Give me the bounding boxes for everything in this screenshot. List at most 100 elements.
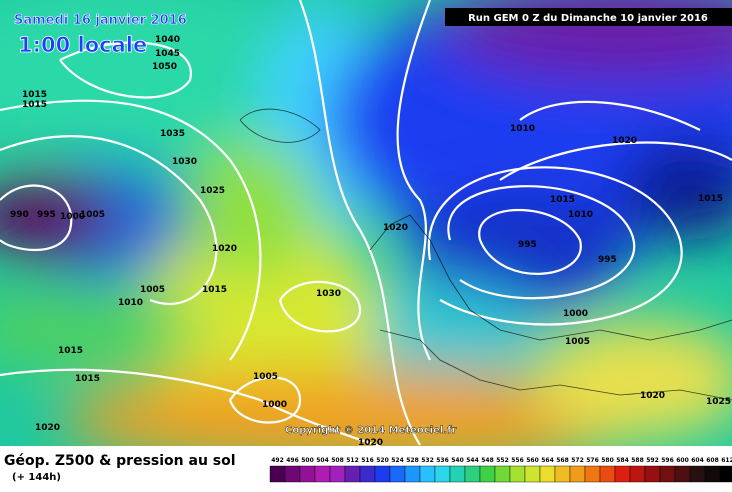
isobar-label: 1000 xyxy=(60,212,85,222)
legend-swatch xyxy=(299,465,316,483)
legend-tick-label: 528 xyxy=(406,457,419,464)
run-label: Run GEM 0 Z du Dimanche 10 janvier 2016 xyxy=(468,13,708,24)
legend-tick-label: 588 xyxy=(631,457,644,464)
legend-tick-label: 608 xyxy=(706,457,719,464)
run-banner xyxy=(445,8,732,26)
legend-tick-label: 512 xyxy=(346,457,359,464)
legend-tick-label: 580 xyxy=(601,457,614,464)
legend-tick-label: 576 xyxy=(586,457,599,464)
legend-tick-label: 524 xyxy=(391,457,404,464)
legend-swatch xyxy=(419,465,436,483)
legend-tick-label: 564 xyxy=(541,457,554,464)
legend-swatch xyxy=(584,465,601,483)
legend: 492 496 500 504 508 512 516 520 524 528 532 536 540 5… xyxy=(269,457,732,483)
legend-swatch xyxy=(644,465,661,483)
isobar-label: 1035 xyxy=(160,129,185,139)
legend-tick-label: 504 xyxy=(316,457,329,464)
isobar-label: 1005 xyxy=(253,372,278,382)
legend-swatch xyxy=(689,465,706,483)
legend-tick-label: 516 xyxy=(361,457,374,464)
isobar-label: 1020 xyxy=(383,223,408,233)
isobar-label: 1005 xyxy=(80,210,105,220)
isobar-label: 1020 xyxy=(358,438,383,448)
legend-tick-label: 556 xyxy=(511,457,524,464)
legend-swatch xyxy=(539,465,556,483)
isobar-label: 1045 xyxy=(155,49,180,59)
legend-swatch xyxy=(509,465,526,483)
isobar-label: 1000 xyxy=(262,400,287,410)
legend-swatch xyxy=(359,465,376,483)
legend-swatch xyxy=(329,465,346,483)
legend-tick-label: 572 xyxy=(571,457,584,464)
isobar-label: 1015 xyxy=(202,285,227,295)
legend-tick-label: 520 xyxy=(376,457,389,464)
map-field xyxy=(0,0,732,446)
footer-title: Géop. Z500 & pression au sol xyxy=(4,453,236,469)
isobar-label: 1005 xyxy=(565,337,590,347)
legend-swatch xyxy=(599,465,616,483)
isobar-label: 1015 xyxy=(22,90,47,100)
legend-tick-label: 540 xyxy=(451,457,464,464)
legend-swatch xyxy=(479,465,496,483)
isobar-label: 1025 xyxy=(706,397,731,407)
copyright: Copyright © 2014 Meteociel.fr xyxy=(285,425,456,436)
isobar-label: 1010 xyxy=(568,210,593,220)
isobar-label: 1015 xyxy=(550,195,575,205)
legend-tick-label: 612 xyxy=(721,457,732,464)
isobar-label: 995 xyxy=(37,210,56,220)
local-time: 1:00 locale xyxy=(18,33,147,57)
legend-tick-label: 492 xyxy=(271,457,284,464)
isobars xyxy=(0,0,732,446)
isobar-label: 990 xyxy=(10,210,29,220)
legend-tick-label: 548 xyxy=(481,457,494,464)
legend-swatch xyxy=(284,465,301,483)
legend-swatch xyxy=(344,465,361,483)
legend-tick-label: 496 xyxy=(286,457,299,464)
coastlines xyxy=(239,108,732,401)
isobar-label: 1010 xyxy=(510,124,535,134)
isobar-label: 1050 xyxy=(152,62,177,72)
isobar-label: 1020 xyxy=(640,391,665,401)
legend-swatch xyxy=(389,465,406,483)
legend-swatch xyxy=(374,465,391,483)
legend-tick-label: 532 xyxy=(421,457,434,464)
legend-tick-label: 568 xyxy=(556,457,569,464)
isobar-label: 995 xyxy=(518,240,537,250)
legend-swatch xyxy=(314,465,331,483)
legend-swatch xyxy=(449,465,466,483)
legend-swatch xyxy=(704,465,721,483)
legend-swatch xyxy=(404,465,421,483)
isobar-label: 1025 xyxy=(200,186,225,196)
legend-tick-label: 536 xyxy=(436,457,449,464)
isobar-label: 1010 xyxy=(118,298,143,308)
isobar-label: 1040 xyxy=(155,35,180,45)
isobar-label: 1030 xyxy=(172,157,197,167)
legend-swatch xyxy=(569,465,586,483)
isobar-label: 1015 xyxy=(22,100,47,110)
isobar-label: 1000 xyxy=(563,309,588,319)
isobar-label: 1015 xyxy=(75,374,100,384)
legend-swatch xyxy=(269,465,286,483)
legend-tick-label: 604 xyxy=(691,457,704,464)
forecast-date: Samedi 16 janvier 2016 xyxy=(14,13,187,28)
legend-swatch xyxy=(524,465,541,483)
isobar-label: 1030 xyxy=(316,289,341,299)
isobar-label: 1015 xyxy=(58,346,83,356)
legend-tick-label: 552 xyxy=(496,457,509,464)
isobar-label: 995 xyxy=(598,255,617,265)
isobar-label: 1015 xyxy=(698,194,723,204)
legend-swatch xyxy=(674,465,691,483)
legend-swatch xyxy=(554,465,571,483)
isobar-label: 1005 xyxy=(140,285,165,295)
isobar-label: 1020 xyxy=(612,136,637,146)
legend-tick-label: 600 xyxy=(676,457,689,464)
legend-swatch xyxy=(464,465,481,483)
legend-tick-label: 500 xyxy=(301,457,314,464)
legend-tick-label: 584 xyxy=(616,457,629,464)
legend-tick-label: 592 xyxy=(646,457,659,464)
legend-tick-label: 544 xyxy=(466,457,479,464)
legend-swatch xyxy=(494,465,511,483)
legend-tick-label: 508 xyxy=(331,457,344,464)
